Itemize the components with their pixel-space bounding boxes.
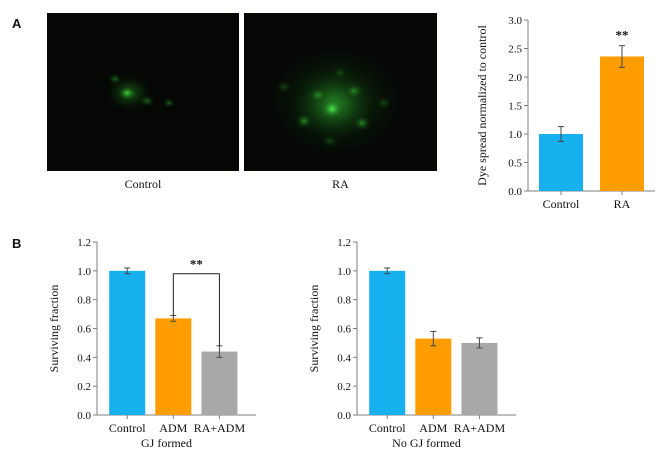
bar-adm bbox=[415, 338, 452, 415]
significance-marker: ** bbox=[190, 257, 203, 272]
micrograph-label-ra: RA bbox=[332, 177, 349, 191]
y-tick-label: 1.2 bbox=[337, 237, 351, 249]
y-tick-label: 1.2 bbox=[77, 237, 91, 249]
x-tick-label: RA+ADM bbox=[454, 421, 506, 435]
x-tick-label: RA bbox=[614, 197, 631, 211]
y-tick-label: 1.5 bbox=[508, 101, 522, 113]
bar-ra-adm bbox=[201, 351, 238, 415]
y-tick-label: 0.6 bbox=[77, 324, 91, 336]
y-tick-label: 0.0 bbox=[77, 410, 91, 422]
y-tick-label: 0.8 bbox=[337, 295, 351, 307]
significance-marker: ** bbox=[615, 28, 628, 43]
y-tick-label: 0.4 bbox=[337, 352, 351, 364]
y-tick-label: 0.8 bbox=[77, 295, 91, 307]
gj-formed-chart: 0.0 0.2 0.4 0.6 0.8 1.0 1.2 Control ADM RA+ADM Sur… bbox=[47, 237, 256, 450]
y-tick-label: 1.0 bbox=[508, 129, 522, 141]
x-tick-label: Control bbox=[109, 421, 146, 435]
y-tick-label: 2.5 bbox=[508, 44, 522, 56]
bar-control bbox=[539, 134, 584, 191]
y-axis-label: Surviving fraction bbox=[307, 285, 321, 373]
y-tick-label: 0.5 bbox=[508, 158, 522, 170]
y-tick-label: 0.0 bbox=[508, 186, 522, 198]
ra-fluorescence-image bbox=[266, 43, 406, 159]
no-gj-formed-chart: 0.0 0.2 0.4 0.6 0.8 1.0 1.2 Control ADM RA+ADM Sur… bbox=[307, 237, 516, 450]
x-axis-label: No GJ formed bbox=[392, 436, 461, 450]
bar-ra-adm bbox=[461, 342, 498, 415]
bar-adm bbox=[155, 318, 192, 415]
x-tick-label: ADM bbox=[159, 421, 187, 435]
micrograph-label-control: Control bbox=[124, 177, 162, 191]
y-axis-label: Surviving fraction bbox=[47, 285, 61, 373]
y-tick-label: 0.2 bbox=[337, 381, 351, 393]
y-tick-label: 0.4 bbox=[77, 352, 91, 364]
x-tick-label: Control bbox=[543, 197, 580, 211]
y-tick-label: 0.0 bbox=[337, 410, 351, 422]
y-tick-label: 2.0 bbox=[508, 72, 522, 84]
y-tick-label: 1.0 bbox=[77, 266, 91, 278]
x-tick-label: RA+ADM bbox=[194, 421, 246, 435]
y-axis-label: Dye spread normalized to control bbox=[475, 25, 489, 186]
panel-a-letter: A bbox=[12, 16, 22, 31]
x-tick-label: Control bbox=[369, 421, 406, 435]
bar-control bbox=[109, 270, 146, 415]
y-tick-label: 3.0 bbox=[508, 15, 522, 27]
control-fluorescence-image bbox=[107, 73, 175, 111]
bar-control bbox=[369, 270, 406, 415]
y-tick-label: 0.2 bbox=[77, 381, 91, 393]
x-tick-label: ADM bbox=[419, 421, 447, 435]
ra-micrograph bbox=[244, 13, 437, 171]
control-micrograph bbox=[47, 13, 239, 171]
x-axis-label: GJ formed bbox=[141, 436, 192, 450]
bar-ra bbox=[599, 56, 644, 192]
panel-b-letter: B bbox=[12, 236, 22, 251]
y-tick-label: 1.0 bbox=[337, 266, 351, 278]
significance-bracket bbox=[172, 273, 220, 346]
dye-spread-chart: 0.0 0.5 1.0 1.5 2.0 2.5 3.0 Control RA Dye spread… bbox=[475, 15, 655, 211]
y-tick-label: 0.6 bbox=[337, 324, 351, 336]
